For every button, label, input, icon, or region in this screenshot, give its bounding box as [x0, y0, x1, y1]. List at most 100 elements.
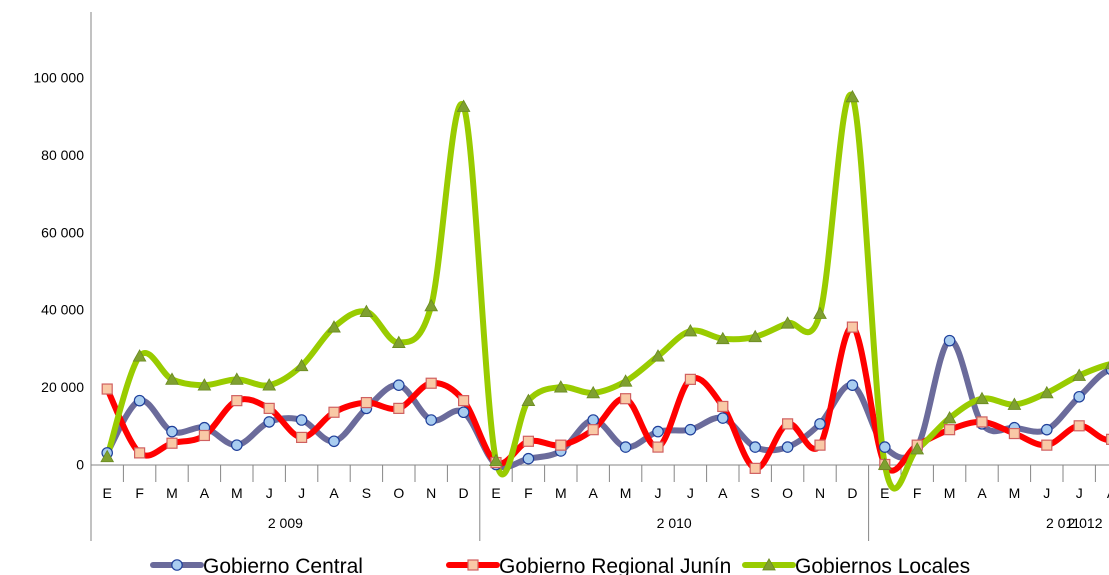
- data-point-gobierno-regional-junin: [101, 383, 113, 395]
- data-point-gobierno-regional-junin: [619, 393, 632, 405]
- legend-swatch-marker: [762, 557, 776, 571]
- data-point-gobierno-regional-junin: [781, 418, 794, 430]
- year-label: 2 010: [657, 515, 692, 531]
- y-tick-label: 100 000: [33, 70, 84, 86]
- legend-swatch-marker: [171, 559, 183, 571]
- y-tick-label: 20 000: [41, 379, 84, 395]
- data-point-gobierno-central: [328, 435, 340, 448]
- data-point-gobierno-central: [781, 441, 794, 453]
- data-point-gobierno-regional-junin: [296, 431, 308, 444]
- data-point-gobiernos-locales: [618, 374, 633, 387]
- data-point-gobierno-central: [943, 334, 956, 347]
- year-label: 2 009: [268, 515, 303, 531]
- data-point-gobierno-regional-junin: [393, 402, 405, 414]
- data-point-gobierno-regional-junin: [652, 441, 664, 453]
- data-point-gobiernos-locales: [942, 411, 957, 424]
- month-label: M: [231, 485, 243, 501]
- month-label: A: [718, 485, 728, 501]
- month-label: E: [491, 485, 500, 501]
- data-point-gobierno-central: [457, 406, 470, 419]
- data-point-gobiernos-locales: [975, 391, 989, 405]
- month-label: O: [782, 485, 793, 501]
- data-point-gobiernos-locales: [489, 453, 503, 466]
- data-point-gobiernos-locales: [262, 378, 277, 391]
- data-point-gobierno-regional-junin: [198, 429, 210, 442]
- data-point-gobiernos-locales: [748, 329, 763, 343]
- data-point-gobierno-regional-junin: [555, 439, 567, 451]
- month-label: J: [298, 485, 305, 501]
- data-point-gobierno-regional-junin: [522, 435, 535, 447]
- y-tick-label: 0: [76, 457, 84, 473]
- data-point-gobierno-central: [166, 425, 178, 438]
- data-point-gobierno-regional-junin: [684, 373, 697, 385]
- data-point-gobiernos-locales: [715, 331, 730, 345]
- data-point-gobierno-central: [749, 441, 761, 453]
- legend-label: Gobierno Regional Junín: [499, 555, 731, 575]
- series-markers: [100, 89, 1109, 474]
- data-point-gobiernos-locales: [521, 393, 536, 407]
- month-label: N: [426, 485, 436, 501]
- month-label: M: [944, 485, 956, 501]
- data-point-gobiernos-locales: [359, 304, 374, 317]
- data-point-gobierno-regional-junin: [263, 402, 275, 414]
- data-point-gobiernos-locales: [327, 320, 341, 333]
- data-point-gobierno-regional-junin: [1073, 420, 1085, 432]
- data-point-gobiernos-locales: [845, 89, 860, 103]
- data-point-gobierno-regional-junin: [1008, 427, 1021, 440]
- data-point-gobiernos-locales: [165, 372, 179, 385]
- data-point-gobierno-regional-junin: [943, 424, 956, 436]
- month-label: A: [589, 485, 599, 501]
- data-point-gobiernos-locales: [100, 449, 115, 463]
- data-point-gobierno-central: [652, 425, 664, 438]
- data-point-gobierno-central: [814, 418, 826, 430]
- data-point-gobierno-central: [263, 416, 275, 428]
- data-point-gobiernos-locales: [456, 99, 471, 112]
- month-label: M: [1009, 485, 1021, 501]
- month-label: J: [1076, 485, 1083, 501]
- data-point-gobierno-central: [684, 423, 697, 436]
- data-point-gobierno-central: [619, 441, 632, 453]
- month-label: A: [1107, 485, 1109, 501]
- data-point-gobiernos-locales: [1007, 397, 1022, 410]
- data-point-gobierno-regional-junin: [166, 437, 178, 449]
- month-label: M: [620, 485, 632, 501]
- month-label: S: [751, 485, 760, 501]
- data-point-gobierno-regional-junin: [814, 439, 826, 451]
- data-point-gobierno-central: [231, 439, 243, 451]
- data-point-gobierno-central: [587, 414, 599, 426]
- data-point-gobiernos-locales: [1072, 368, 1087, 381]
- data-point-gobierno-central: [1041, 423, 1053, 436]
- data-point-gobiernos-locales: [683, 323, 698, 337]
- data-point-gobierno-regional-junin: [976, 416, 988, 428]
- x-axis: EFMAMJJASONDEFMAMJJASONDEFMAMJJASONDEF2 …: [90, 464, 1109, 541]
- month-label: N: [815, 485, 825, 501]
- data-point-gobierno-central: [133, 394, 146, 407]
- month-label: J: [655, 485, 662, 501]
- month-label: O: [393, 485, 404, 501]
- month-label: J: [687, 485, 694, 501]
- data-point-gobierno-regional-junin: [846, 321, 859, 333]
- legend-label: Gobierno Central: [203, 555, 363, 575]
- data-point-gobierno-regional-junin: [1041, 439, 1053, 451]
- month-label: E: [103, 485, 112, 501]
- data-point-gobierno-regional-junin: [360, 396, 372, 409]
- month-label: M: [555, 485, 567, 501]
- data-point-gobierno-central: [878, 441, 891, 453]
- data-point-gobiernos-locales: [132, 349, 147, 362]
- legend: Gobierno Central Gobierno Regional Junín G…: [150, 555, 970, 575]
- data-point-gobierno-central: [522, 452, 535, 465]
- month-label: F: [913, 485, 922, 501]
- month-label: F: [524, 485, 533, 501]
- data-point-gobiernos-locales: [1039, 385, 1054, 399]
- month-label: J: [1043, 485, 1050, 501]
- y-axis: 0 20 000 40 000 60 000 80 000 100 000: [33, 12, 92, 473]
- y-tick-label: 60 000: [41, 224, 84, 240]
- data-point-gobierno-regional-junin: [425, 377, 437, 389]
- data-point-gobiernos-locales: [391, 335, 406, 348]
- data-point-gobiernos-locales: [910, 441, 925, 455]
- data-point-gobierno-regional-junin: [458, 395, 470, 407]
- month-label: D: [847, 485, 857, 501]
- data-point-gobiernos-locales: [780, 316, 795, 329]
- data-point-gobiernos-locales: [586, 385, 601, 399]
